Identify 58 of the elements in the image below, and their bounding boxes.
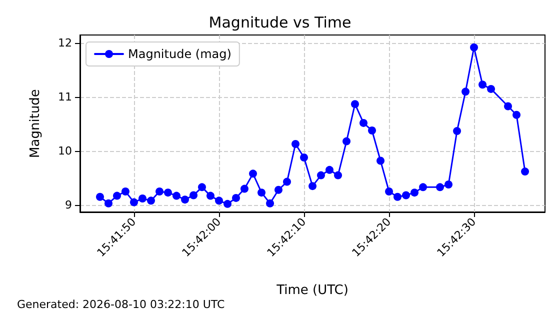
point (453, 127, 462, 136)
y-tick-label: 10 (58, 144, 72, 158)
point (419, 183, 428, 192)
point (164, 188, 172, 197)
point (215, 196, 223, 205)
point (300, 154, 308, 162)
point (402, 191, 410, 200)
point (224, 200, 232, 208)
point (487, 84, 496, 93)
point (130, 198, 138, 206)
point (190, 191, 198, 200)
point (172, 192, 180, 200)
point (462, 88, 470, 96)
point (266, 199, 274, 208)
point (512, 110, 521, 119)
point (240, 184, 248, 193)
point (351, 100, 359, 108)
y-axis-title: Magnitude (28, 89, 43, 158)
point (206, 192, 214, 200)
point (326, 166, 334, 174)
point (368, 126, 376, 135)
point (121, 187, 130, 196)
point (504, 102, 512, 110)
point (113, 192, 121, 200)
point (376, 156, 385, 165)
point (342, 137, 351, 146)
point (96, 192, 104, 201)
point (385, 187, 394, 196)
point (181, 196, 189, 204)
y-tick-label: 12 (58, 36, 72, 50)
point (334, 171, 342, 180)
point (292, 140, 300, 148)
point (470, 43, 478, 52)
point (410, 188, 419, 197)
point (156, 187, 164, 196)
text: Generated: 2026-08-10 03:22:10 UTC (17, 298, 225, 311)
point (317, 171, 325, 180)
y-tick-label: 9 (65, 198, 72, 212)
point (138, 194, 146, 203)
point (360, 118, 368, 127)
point (258, 188, 266, 197)
point (444, 180, 453, 188)
y-tick-label: 11 (58, 90, 72, 104)
point (308, 182, 317, 190)
x-axis-title: Time (UTC) (276, 283, 348, 298)
point (198, 183, 206, 192)
point (274, 186, 282, 194)
point (147, 196, 155, 205)
point (478, 80, 487, 89)
point (104, 199, 112, 208)
point (232, 194, 240, 202)
point (436, 183, 444, 192)
point (283, 178, 291, 186)
legend-label: Magnitude (mag) (128, 47, 232, 61)
point (249, 170, 257, 178)
point (394, 192, 402, 201)
chart-title: Magnitude vs Time (208, 14, 352, 32)
point (521, 168, 530, 176)
